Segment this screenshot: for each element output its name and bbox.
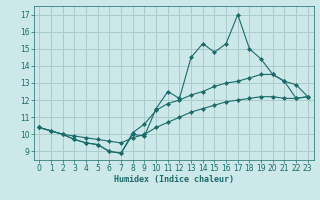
X-axis label: Humidex (Indice chaleur): Humidex (Indice chaleur) [114, 175, 234, 184]
